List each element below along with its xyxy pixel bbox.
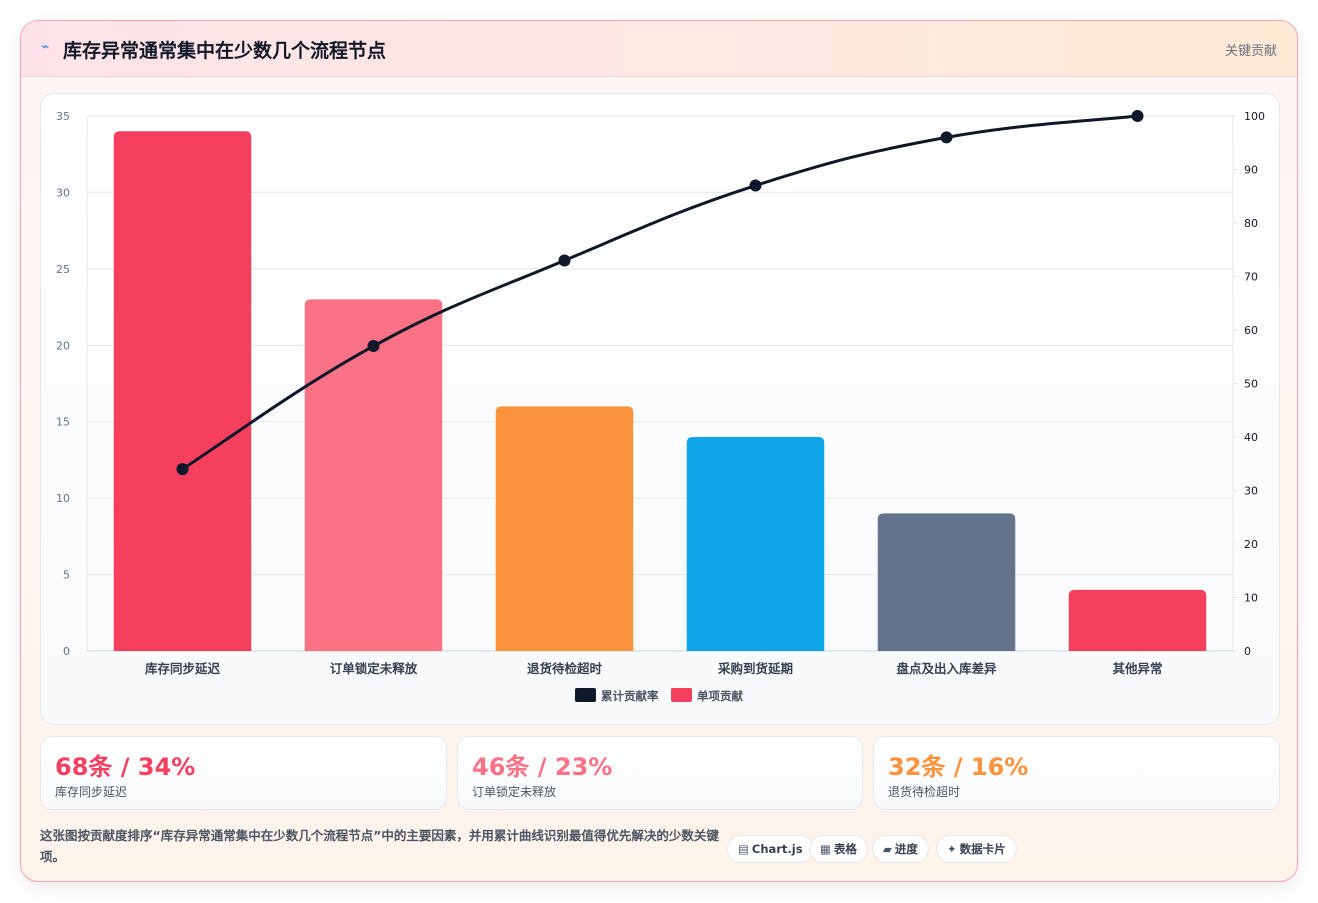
chart-description: 这张图按贡献度排序“库存异常通常集中在少数几个流程节点”中的主要因素，并用累计曲… bbox=[40, 828, 719, 864]
legend-swatch bbox=[671, 688, 692, 702]
chip-label: 表格 bbox=[833, 842, 857, 856]
cumulative-point bbox=[749, 179, 762, 192]
stat-label: 库存同步延迟 bbox=[55, 785, 128, 799]
sparkle-icon: ✦ bbox=[947, 842, 957, 856]
y-left-tick-label: 25 bbox=[56, 263, 70, 276]
x-tick-label: 其他异常 bbox=[1112, 661, 1162, 676]
pareto-chart: 0 5 10 15 20 25 30 35 0 10 20 30 40 50 60 70 80 90 100 库存同步… bbox=[56, 110, 1265, 703]
progress-icon: ▰ bbox=[883, 842, 892, 856]
stat-value: 68条 / 34% bbox=[55, 753, 196, 781]
cumulative-point bbox=[176, 463, 189, 476]
y-right-tick-label: 0 bbox=[1244, 645, 1251, 658]
stat-value: 32条 / 16% bbox=[888, 753, 1029, 781]
cumulative-point bbox=[367, 340, 380, 353]
stat-card: 68条 / 34% 库存同步延迟 bbox=[40, 736, 447, 810]
lightning-icon: ⌁ bbox=[41, 39, 50, 55]
y-right-tick-label: 100 bbox=[1244, 110, 1265, 123]
legend-swatch bbox=[575, 688, 596, 702]
y-right-tick-label: 80 bbox=[1244, 217, 1258, 230]
y-right-tick-label: 20 bbox=[1244, 538, 1258, 551]
stat-value: 46条 / 23% bbox=[472, 753, 613, 781]
y-left-tick-label: 10 bbox=[56, 492, 70, 505]
y-right-tick-label: 60 bbox=[1244, 324, 1258, 337]
x-tick-label: 采购到货延期 bbox=[717, 661, 793, 676]
y-left-tick-label: 20 bbox=[56, 339, 70, 352]
cumulative-point bbox=[558, 254, 571, 267]
chip-progress[interactable]: ▰ 进度 bbox=[872, 835, 929, 863]
y-right-tick-label: 50 bbox=[1244, 378, 1258, 391]
chart-card: ⌁ 库存异常通常集中在少数几个流程节点 关键贡献 0 5 10 15 20 25 30 35 0… bbox=[20, 20, 1298, 882]
x-tick-label: 订单锁定未释放 bbox=[330, 661, 418, 676]
chip-label: Chart.js bbox=[751, 842, 803, 856]
stat-label: 订单锁定未释放 bbox=[472, 785, 557, 799]
chip-data-cards[interactable]: ✦ 数据卡片 bbox=[936, 835, 1017, 863]
bar bbox=[1068, 589, 1207, 651]
legend-label: 单项贡献 bbox=[697, 689, 743, 703]
x-tick-label: 盘点及出入库差异 bbox=[896, 661, 997, 676]
bar bbox=[877, 513, 1016, 651]
y-left-tick-label: 15 bbox=[56, 416, 70, 429]
bar bbox=[304, 299, 443, 651]
x-tick-label: 库存同步延迟 bbox=[145, 661, 221, 676]
card-header: ⌁ 库存异常通常集中在少数几个流程节点 关键贡献 bbox=[21, 21, 1297, 77]
y-right-tick-label: 40 bbox=[1244, 431, 1258, 444]
y-left-tick-label: 35 bbox=[56, 110, 70, 123]
table-icon: ▦ bbox=[820, 842, 831, 856]
y-right-tick-label: 10 bbox=[1244, 592, 1258, 605]
chart-icon: ▤ bbox=[738, 842, 749, 856]
card-title: 库存异常通常集中在少数几个流程节点 bbox=[63, 40, 387, 62]
y-left-tick-label: 5 bbox=[63, 569, 70, 582]
bar bbox=[686, 437, 825, 651]
stat-card: 46条 / 23% 订单锁定未释放 bbox=[457, 736, 863, 810]
cumulative-point bbox=[1131, 110, 1144, 122]
legend-label: 累计贡献率 bbox=[601, 689, 659, 703]
chip-label: 进度 bbox=[894, 842, 918, 856]
chart-panel: 0 5 10 15 20 25 30 35 0 10 20 30 40 50 60 70 80 90 100 库存同步… bbox=[40, 93, 1280, 725]
y-left-tick-label: 0 bbox=[63, 645, 70, 658]
cumulative-line bbox=[181, 114, 1138, 471]
y-right-tick-label: 70 bbox=[1244, 271, 1258, 284]
stat-label: 退货待检超时 bbox=[888, 785, 961, 799]
chip-chartjs[interactable]: ▤ Chart.js bbox=[727, 835, 814, 863]
chip-table[interactable]: ▦ 表格 bbox=[809, 835, 868, 863]
cumulative-point bbox=[940, 131, 953, 144]
chip-label: 数据卡片 bbox=[959, 842, 1006, 856]
y-left-tick-label: 30 bbox=[56, 186, 70, 199]
stat-card: 32条 / 16% 退货待检超时 bbox=[873, 736, 1280, 810]
bar bbox=[495, 406, 634, 651]
y-right-tick-label: 30 bbox=[1244, 485, 1258, 498]
bar bbox=[113, 131, 252, 651]
header-badge: 关键贡献 bbox=[1224, 44, 1277, 59]
y-right-tick-label: 90 bbox=[1244, 164, 1258, 177]
x-tick-label: 退货待检超时 bbox=[527, 661, 603, 676]
